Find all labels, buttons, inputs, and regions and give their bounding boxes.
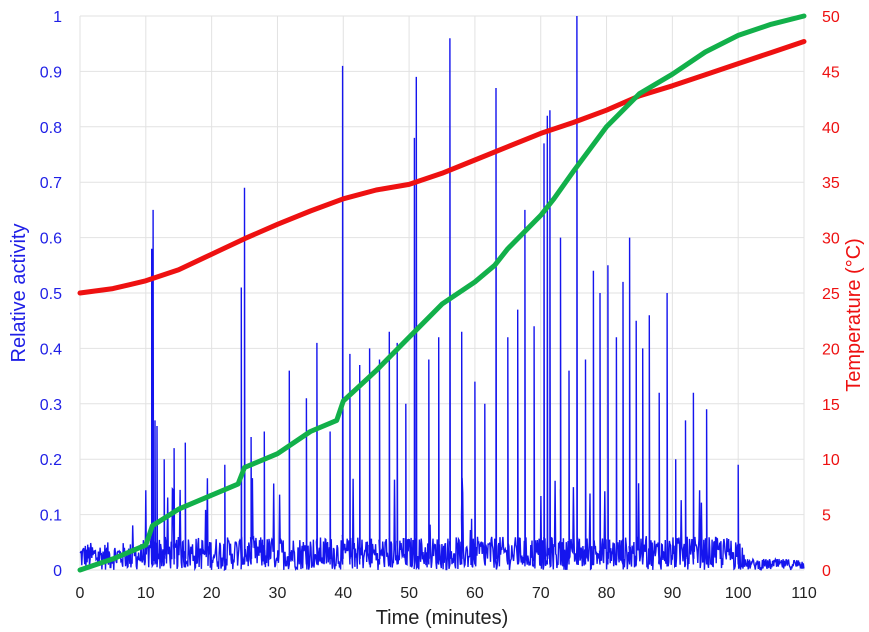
x-tick-label: 50 [400, 585, 418, 602]
x-tick-label: 70 [532, 585, 550, 602]
left-tick-label: 0.3 [40, 397, 62, 414]
left-tick-label: 0.1 [40, 508, 62, 525]
x-tick-label: 10 [137, 585, 155, 602]
right-tick-label: 15 [822, 397, 840, 414]
x-tick-label: 0 [76, 585, 85, 602]
series-layer [77, 13, 807, 573]
x-tick-label: 80 [598, 585, 616, 602]
right-tick-label: 45 [822, 64, 840, 81]
x-tick-label: 30 [269, 585, 287, 602]
left-tick-label: 0 [53, 563, 62, 580]
right-axis-title: Temperature (°C) [843, 238, 865, 392]
left-tick-label: 0.6 [40, 231, 62, 248]
right-tick-label: 40 [822, 120, 840, 137]
x-axis-title: Time (minutes) [376, 607, 509, 629]
right-axis-ticks: 0 5 10 15 20 25 30 35 40 45 50 [822, 9, 840, 580]
left-tick-label: 1 [53, 9, 62, 26]
left-tick-label: 0.8 [40, 120, 62, 137]
activity-series-line [79, 15, 805, 572]
grid-lines [79, 15, 805, 571]
x-tick-label: 40 [334, 585, 352, 602]
left-tick-label: 0.5 [40, 286, 62, 303]
cumulative-series-line [77, 13, 807, 573]
left-axis-ticks: 0 0.1 0.2 0.3 0.4 0.5 0.6 0.7 0.8 0.9 1 [40, 9, 62, 580]
left-tick-label: 0.4 [40, 341, 62, 358]
right-tick-label: 30 [822, 231, 840, 248]
right-tick-label: 35 [822, 175, 840, 192]
left-tick-label: 0.9 [40, 64, 62, 81]
x-tick-label: 100 [725, 585, 752, 602]
left-tick-label: 0.2 [40, 452, 62, 469]
x-tick-label: 90 [663, 585, 681, 602]
right-tick-label: 5 [822, 508, 831, 525]
right-tick-label: 25 [822, 286, 840, 303]
x-tick-label: 110 [791, 585, 817, 602]
left-axis-title: Relative activity [8, 224, 30, 363]
right-tick-label: 0 [822, 563, 831, 580]
left-tick-label: 0.7 [40, 175, 62, 192]
x-axis-ticks: 0 10 20 30 40 50 60 70 80 90 100 110 [76, 585, 817, 602]
right-tick-label: 10 [822, 452, 840, 469]
x-tick-label: 60 [466, 585, 484, 602]
x-tick-label: 20 [203, 585, 221, 602]
right-tick-label: 50 [822, 9, 840, 26]
temperature-series-line [77, 39, 807, 296]
right-tick-label: 20 [822, 341, 840, 358]
